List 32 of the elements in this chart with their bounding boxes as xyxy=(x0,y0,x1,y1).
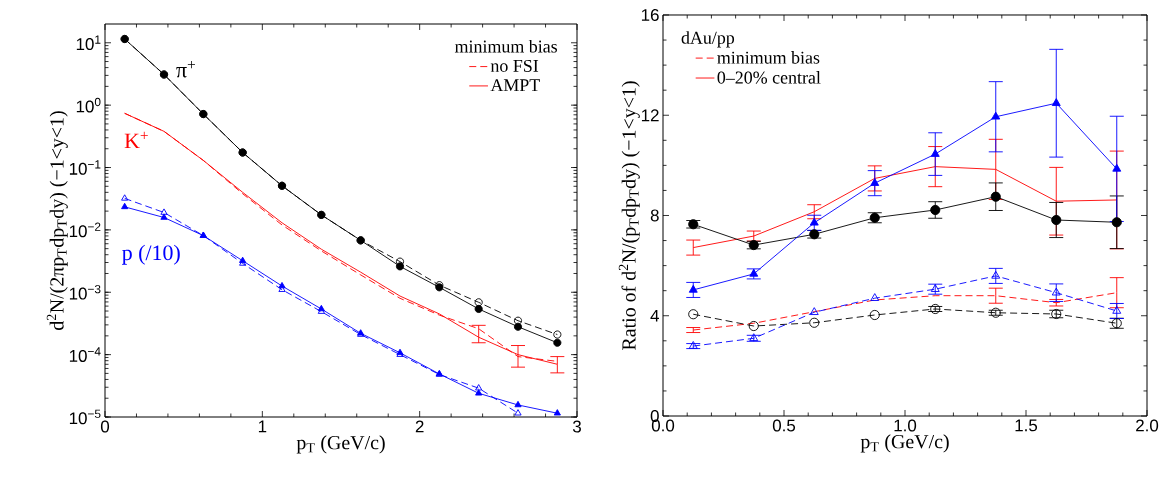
y-tick-label: 10$^{1}$ xyxy=(76,35,101,51)
y-axis-title: d$^{2}$N/(2πp$_{T}$dp$_{T}$dy) (−1<y<1) xyxy=(46,111,68,330)
y-tick-label: 10$^{−3}$ xyxy=(69,284,101,300)
annotation: K$^{+}$ xyxy=(124,131,148,149)
y-tick-label: 10$^{−4}$ xyxy=(69,347,101,362)
y-tick-label: 10$^{0}$ xyxy=(76,97,101,113)
y-axis-title: Ratio of d$^{2}$N/(p$_{T}$dp$_{T}$dy) (−1<y<1) xyxy=(618,81,640,350)
y-tick-label: 4 xyxy=(650,309,659,322)
y-tick-label: 10$^{−5}$ xyxy=(69,409,101,425)
y-tick-label: 10$^{−2}$ xyxy=(69,222,101,238)
y-tick-label: 8 xyxy=(650,209,659,222)
x-tick-label: 1 xyxy=(258,420,267,433)
legend-label: 0–20% central xyxy=(717,71,821,84)
annotation: p (/10) xyxy=(122,244,180,265)
x-tick-label: 3 xyxy=(572,420,581,433)
x-tick-label: 1.5 xyxy=(1015,419,1038,432)
x-axis-title: p$_{T}$ (GeV/c) xyxy=(296,435,385,454)
x-tick-label: 0 xyxy=(100,420,110,433)
y-tick-label: 16 xyxy=(641,9,659,21)
legend-label: AMPT xyxy=(490,79,540,92)
x-tick-label: 0.5 xyxy=(772,419,796,432)
legend-label: minimum bias xyxy=(717,51,820,64)
legend-title: minimum bias xyxy=(454,39,558,53)
annotation: π$^{+}$ xyxy=(176,61,195,78)
legend-label: no FSI xyxy=(490,59,539,72)
x-tick-label: 1.0 xyxy=(894,419,917,432)
legend-title: dAu/pp xyxy=(681,31,735,48)
x-tick-label: 2 xyxy=(415,420,424,433)
y-tick-label: 10$^{−1}$ xyxy=(69,160,101,175)
x-tick-label: 2.0 xyxy=(1136,419,1159,432)
y-tick-label: 12 xyxy=(641,109,659,122)
x-axis-title: p$_{T}$ (GeV/c) xyxy=(860,434,949,453)
